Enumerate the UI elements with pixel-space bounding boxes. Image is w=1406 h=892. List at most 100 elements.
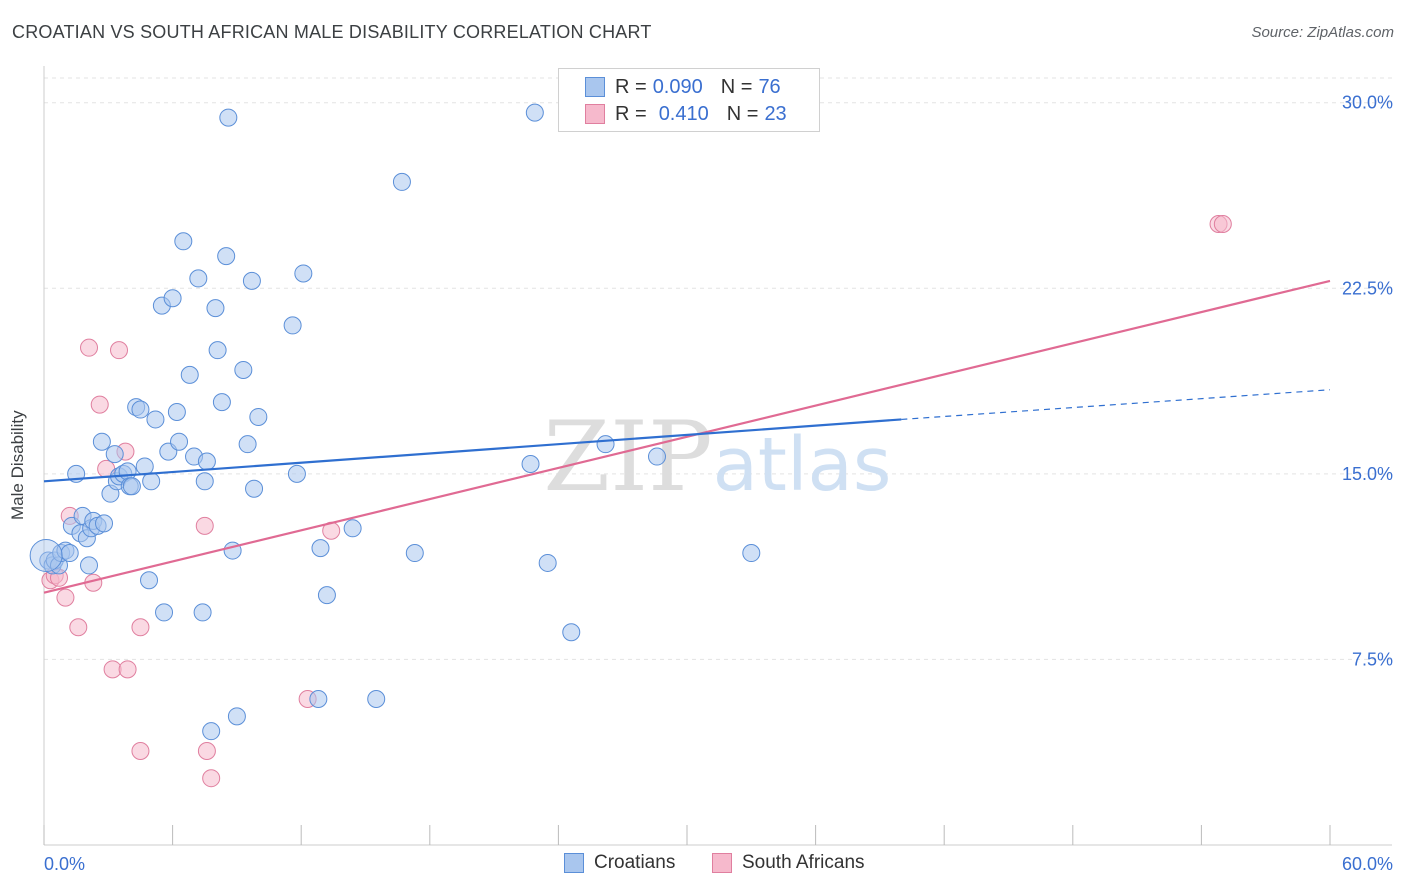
croatian-point <box>189 269 208 288</box>
y-tick-label: 22.5% <box>1342 278 1393 298</box>
croatian-point <box>208 341 227 360</box>
croatian-point <box>287 464 306 483</box>
south-african-point <box>103 660 122 679</box>
legend-item-south-africans: South Africans <box>712 852 865 874</box>
legend-item-croatians: Croatians <box>564 852 675 874</box>
croatian-point <box>131 400 150 419</box>
croatian-point <box>60 544 79 563</box>
croatian-point <box>311 539 330 558</box>
croatians-trend-extension <box>901 389 1331 421</box>
legend-row-croatians: R = 0.090 N = 76 <box>585 74 781 100</box>
croatian-point <box>105 445 124 464</box>
south-africans-trend-line <box>43 279 1331 594</box>
legend-n-label: N = <box>726 102 759 125</box>
croatian-point <box>367 690 386 709</box>
croatian-point <box>80 556 99 575</box>
x-tick-label: 60.0% <box>1342 854 1393 874</box>
south-african-point <box>118 660 137 679</box>
south-african-point <box>56 588 75 607</box>
croatian-point <box>29 539 63 573</box>
watermark-zip: ZIP <box>543 401 712 513</box>
croatian-point <box>294 264 313 283</box>
croatian-point <box>245 479 264 498</box>
croatian-point <box>242 271 261 290</box>
south-african-point <box>197 741 216 760</box>
correlation-legend: R = 0.090 N = 76 R = 0.410 N = 23 <box>558 68 820 132</box>
croatian-point <box>219 108 238 127</box>
croatian-point <box>167 403 186 422</box>
south-african-point <box>202 769 221 788</box>
croatians-points <box>29 103 761 741</box>
y-tick-label: 7.5% <box>1352 649 1393 669</box>
tick-labels: 7.5% 15.0% 22.5% 30.0% 0.0% 60.0% <box>44 93 1393 874</box>
legend-r-value: 0.410 <box>658 102 709 125</box>
croatian-point <box>197 452 216 471</box>
chart-title: CROATIAN VS SOUTH AFRICAN MALE DISABILIT… <box>12 22 652 42</box>
croatian-point <box>174 232 193 251</box>
croatian-point <box>118 462 137 481</box>
x-tick-label: 0.0% <box>44 854 85 874</box>
croatian-point <box>392 172 411 191</box>
south-african-point <box>131 741 150 760</box>
legend-label-croatians: Croatians <box>594 852 676 873</box>
croatian-point <box>521 454 540 473</box>
croatian-point <box>343 519 362 538</box>
croatian-point <box>140 571 159 590</box>
croatian-point <box>142 472 161 491</box>
legend-swatch-blue <box>585 77 605 97</box>
croatian-point <box>217 247 236 266</box>
south-african-point <box>69 618 88 637</box>
croatian-point <box>170 432 189 451</box>
south-african-point <box>195 516 214 535</box>
legend-swatch-south-africans <box>712 853 732 873</box>
croatian-point <box>317 586 336 605</box>
croatian-point <box>405 544 424 563</box>
legend-row-south-africans: R = 0.410 N = 23 <box>585 101 787 127</box>
legend-r-value: 0.090 <box>652 75 703 98</box>
croatian-point <box>249 407 268 426</box>
croatian-point <box>206 299 225 318</box>
croatian-point <box>163 289 182 308</box>
trend-lines <box>43 279 1331 594</box>
axes <box>43 66 1392 846</box>
legend-r-label: R = <box>615 102 647 125</box>
croatian-point <box>238 435 257 454</box>
croatian-point <box>525 103 544 122</box>
croatian-point <box>195 472 214 491</box>
croatian-point <box>538 553 557 572</box>
legend-n-label: N = <box>720 75 753 98</box>
croatian-point <box>596 435 615 454</box>
y-tick-label: 15.0% <box>1342 464 1393 484</box>
watermark-atlas: atlas <box>713 422 892 508</box>
croatian-point <box>647 447 666 466</box>
croatians-trend-line <box>43 418 902 483</box>
legend-swatch-pink <box>585 104 605 124</box>
croatian-point <box>309 690 328 709</box>
source-label: Source: ZipAtlas.com <box>1251 24 1394 41</box>
legend-n-value: 23 <box>764 102 787 125</box>
south-african-point <box>90 395 109 414</box>
y-tick-label: 30.0% <box>1342 93 1393 113</box>
croatian-point <box>193 603 212 622</box>
south-african-point <box>110 341 129 360</box>
croatian-point <box>155 603 174 622</box>
croatian-point <box>95 514 114 533</box>
south-africans-points <box>41 214 1232 788</box>
legend-swatch-croatians <box>564 853 584 873</box>
croatian-point <box>227 707 246 726</box>
croatian-point <box>234 360 253 379</box>
croatian-point <box>742 544 761 563</box>
legend-n-value: 76 <box>758 75 781 98</box>
croatian-point <box>202 722 221 741</box>
legend-label-south-africans: South Africans <box>742 852 865 873</box>
croatian-point <box>122 477 141 496</box>
croatian-point <box>92 432 111 451</box>
croatian-point <box>212 393 231 412</box>
south-african-point <box>131 618 150 637</box>
south-african-point <box>80 338 99 357</box>
croatian-point <box>180 365 199 384</box>
croatian-point <box>283 316 302 335</box>
legend-r-label: R = <box>615 75 647 98</box>
croatian-point <box>562 623 581 642</box>
